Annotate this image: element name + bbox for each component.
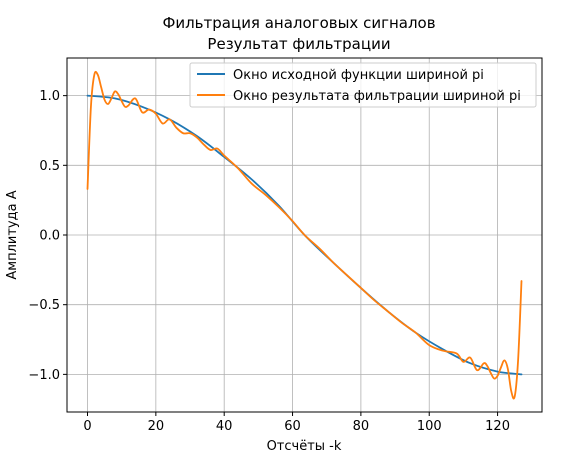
y-axis-ticks: −1.0 −0.5 0.0 0.5 1.0: [28, 89, 67, 383]
x-axis-label: Отсчёты -k: [267, 439, 342, 454]
x-tick-label: 80: [353, 419, 370, 434]
legend-box: [189, 62, 537, 108]
y-tick-label: −1.0: [28, 368, 60, 383]
x-tick-label: 60: [284, 419, 301, 434]
series-line-filtered: [86, 70, 523, 400]
x-tick-label: 20: [148, 419, 165, 434]
chart-subtitle: Результат фильтрации: [207, 35, 390, 53]
x-tick-label: 40: [216, 419, 233, 434]
y-tick-label: 0.0: [39, 229, 60, 244]
x-axis-ticks: 0 20 40 60 80 100 120: [83, 412, 510, 434]
y-tick-label: 1.0: [39, 89, 60, 104]
x-tick-label: 120: [485, 419, 510, 434]
x-tick-label: 0: [83, 419, 91, 434]
legend-label-filtered: Окно результата фильтрации шириной pi: [233, 89, 521, 104]
y-axis-label: Амплитуда A: [5, 190, 20, 279]
x-tick-label: 100: [417, 419, 442, 434]
legend-label-original: Окно исходной функции шириной pi: [233, 68, 484, 83]
y-tick-label: 0.5: [39, 159, 60, 174]
plot-series: [86, 70, 523, 400]
legend: Окно исходной функции шириной pi Окно ре…: [189, 62, 537, 108]
y-tick-label: −0.5: [28, 298, 60, 313]
chart-title: Фильтрация аналоговых сигналов: [162, 14, 435, 32]
